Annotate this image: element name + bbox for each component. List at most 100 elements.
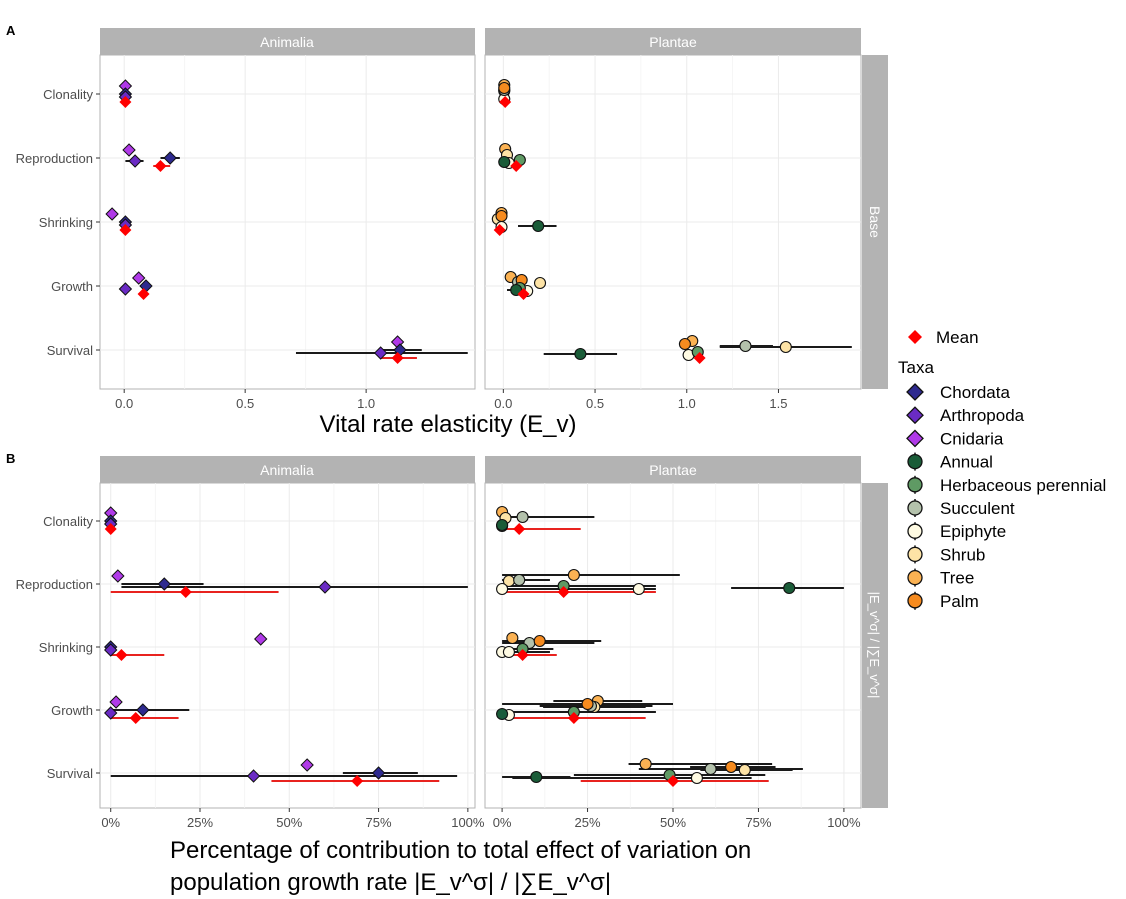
point-shrub	[738, 763, 751, 777]
point-arthropoda	[373, 346, 388, 360]
legend-label-chordata: Chordata	[940, 383, 1010, 402]
point-mean	[154, 160, 167, 172]
point-mean	[119, 224, 132, 236]
point-arthropoda	[104, 706, 118, 720]
point-cnidaria	[109, 695, 123, 709]
legend-key-arthropoda	[906, 406, 924, 425]
point-annual	[530, 770, 543, 784]
point-palm	[533, 634, 546, 648]
point-shrub	[533, 276, 547, 290]
legend-label-epiphyte: Epiphyte	[940, 522, 1006, 541]
point-mean	[129, 712, 142, 724]
point-epiphyte	[632, 582, 645, 596]
x-axis-title-b-line1: Percentage of contribution to total effe…	[170, 837, 751, 864]
x-tick-label: 50%	[660, 815, 686, 830]
point-chordata	[371, 766, 386, 780]
point-mean	[179, 586, 192, 598]
point-epiphyte	[502, 645, 515, 659]
x-tick-label: 25%	[575, 815, 601, 830]
strip-a-plantae-label: Plantae	[649, 34, 697, 50]
x-tick-label: 1.0	[678, 396, 696, 411]
legend-label-herbaceous-perennial: Herbaceous perennial	[940, 476, 1106, 495]
strip-a-plantae	[485, 28, 861, 55]
panel-b-plantae: 0% 25% 50% 75% 100%	[484, 482, 862, 830]
legend-label-cnidaria: Cnidaria	[940, 429, 1004, 448]
x-tick-label: 0.0	[494, 396, 512, 411]
legend-key-tree	[907, 569, 923, 586]
point-mean	[391, 352, 404, 364]
point-annual	[574, 347, 587, 361]
y-category-label: Clonality	[43, 87, 93, 102]
point-succulent	[516, 510, 529, 524]
y-category-label: Growth	[51, 703, 93, 718]
x-axis-title-a: Vital rate elasticity (E_v)	[320, 411, 577, 438]
x-tick-label: 0.5	[586, 396, 604, 411]
legend-key-palm	[907, 593, 923, 609]
x-tick-label: 0.0	[115, 396, 133, 411]
y-category-label: Shrinking	[39, 640, 93, 655]
legend-label-tree: Tree	[940, 569, 974, 588]
x-tick-label: 50%	[276, 815, 302, 830]
point-palm	[581, 697, 594, 711]
x-tick-label: 100%	[827, 815, 861, 830]
point-cnidaria	[122, 143, 136, 157]
legend-label-shrub: Shrub	[940, 545, 985, 564]
point-mean	[510, 160, 523, 172]
strip-a-row	[862, 55, 888, 389]
point-mean	[493, 224, 506, 236]
point-chordata	[136, 703, 150, 717]
legend-key-annual	[907, 453, 923, 470]
point-succulent	[704, 762, 717, 776]
y-category-label: Growth	[51, 279, 93, 294]
point-mean	[119, 96, 132, 108]
point-chordata	[163, 151, 177, 165]
panel-a-plantae: 0.0 0.5 1.0 1.5	[484, 54, 862, 411]
strip-b-row	[862, 483, 888, 808]
point-cnidaria	[132, 271, 146, 285]
x-tick-label: 75%	[745, 815, 771, 830]
legend-label-arthropoda: Arthropoda	[940, 406, 1025, 425]
point-chordata	[157, 577, 171, 591]
point-arthropoda	[246, 769, 261, 783]
point-mean	[517, 288, 530, 300]
legend-key-herbaceous-perennial	[907, 477, 923, 493]
legend-label-annual: Annual	[940, 453, 993, 472]
strip-b-row-label: |E_v^σ| / |∑E_v^σ|	[867, 592, 882, 699]
point-shrub	[779, 340, 792, 354]
legend-key-chordata	[906, 383, 924, 401]
strip-b-plantae	[485, 456, 861, 483]
y-category-label: Shrinking	[39, 215, 93, 230]
x-tick-label: 25%	[187, 815, 213, 830]
point-mean	[516, 649, 529, 661]
x-tick-label: 1.0	[357, 396, 375, 411]
point-cnidaria	[111, 569, 125, 583]
point-epiphyte	[690, 771, 703, 785]
strip-b-plantae-label: Plantae	[649, 462, 697, 478]
point-mean	[693, 352, 706, 364]
point-palm	[498, 81, 511, 95]
point-arthropoda	[128, 154, 142, 168]
legend-label-succulent: Succulent	[940, 499, 1015, 518]
y-category-label: Survival	[47, 766, 93, 781]
y-category-label: Reproduction	[16, 577, 93, 592]
point-annual	[496, 707, 509, 721]
x-tick-label: 75%	[366, 815, 392, 830]
point-palm	[495, 209, 508, 223]
panel-label-a: A	[6, 23, 16, 38]
strip-a-animalia-label: Animalia	[260, 34, 314, 50]
point-palm	[678, 337, 691, 351]
legend-key-epiphyte	[907, 523, 923, 539]
x-tick-label: 1.5	[769, 396, 787, 411]
legend-key-cnidaria	[906, 429, 924, 448]
point-mean	[567, 712, 580, 724]
panel-label-b: B	[6, 451, 15, 466]
point-succulent	[739, 339, 752, 353]
legend-taxa-title: Taxa	[898, 358, 934, 377]
x-tick-label: 0.5	[236, 396, 254, 411]
point-mean	[513, 523, 526, 535]
legend-key-mean	[908, 330, 922, 344]
panel-border	[99, 482, 476, 809]
point-mean	[115, 649, 128, 661]
point-mean	[104, 523, 117, 535]
